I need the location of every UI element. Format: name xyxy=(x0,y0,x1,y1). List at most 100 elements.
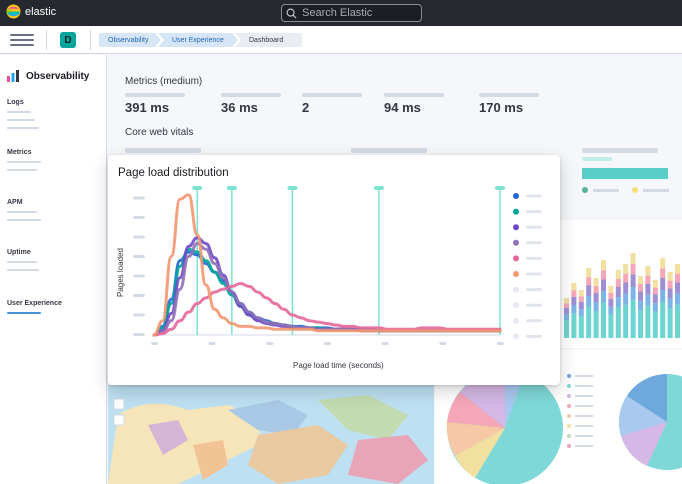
sidebar-placeholder-line[interactable] xyxy=(7,119,35,121)
stacked-bar-segment xyxy=(652,311,658,338)
cwv-placeholder xyxy=(351,148,427,153)
legend-label-placeholder xyxy=(526,288,542,292)
stacked-bar-segment xyxy=(615,297,621,308)
sidebar-placeholder-line[interactable] xyxy=(7,111,31,113)
stacked-bar-segment xyxy=(660,278,666,290)
sidebar-item-user-experience[interactable]: User Experience xyxy=(7,300,62,307)
menu-toggle-icon[interactable] xyxy=(10,34,34,46)
x-tick-placeholder xyxy=(439,342,447,345)
stacked-bar-segment xyxy=(638,284,643,292)
legend-label-placeholder xyxy=(526,272,542,276)
legend-label-placeholder xyxy=(526,225,542,229)
stacked-bar-segment xyxy=(564,298,569,304)
stacked-bar-segment xyxy=(645,294,651,306)
stacked-bar-segment xyxy=(660,302,666,338)
stacked-bar-segment xyxy=(601,291,606,303)
stacked-bar-segment xyxy=(623,282,629,294)
sidebar: Observability Logs Metrics APM Uptime Us… xyxy=(0,55,107,484)
percentile-marker-label xyxy=(287,186,298,190)
x-tick-placeholder xyxy=(497,342,504,345)
legend-swatch xyxy=(513,286,519,293)
sidebar-placeholder-line[interactable] xyxy=(7,219,41,221)
stacked-bar-segment xyxy=(593,293,599,302)
stacked-bar-segment xyxy=(571,305,577,314)
cwv-placeholder xyxy=(582,157,612,161)
sidebar-item-metrics[interactable]: Metrics xyxy=(7,149,32,156)
series-line xyxy=(152,193,502,337)
stacked-bar-segment xyxy=(608,292,614,299)
legend-swatch xyxy=(513,302,519,309)
elastic-logo[interactable]: elastic xyxy=(6,4,56,19)
sidebar-placeholder-line[interactable] xyxy=(7,269,39,271)
stacked-bar-segment xyxy=(593,278,599,286)
y-tick-placeholder xyxy=(133,235,145,239)
legend-dot xyxy=(632,187,638,193)
stacked-bar-segment xyxy=(660,258,666,269)
stacked-bar-segment xyxy=(645,284,651,295)
breadcrumb-observability[interactable]: Observability xyxy=(99,33,161,47)
cwv-placeholder xyxy=(125,148,201,153)
legend-label-placeholder xyxy=(526,194,542,198)
stacked-bar-segment xyxy=(667,308,673,338)
stacked-bar-segment xyxy=(593,285,599,293)
metric-label-placeholder xyxy=(125,93,185,97)
stacked-bar-segment xyxy=(675,273,680,283)
space-avatar[interactable]: D xyxy=(60,32,76,48)
sidebar-item-logs[interactable]: Logs xyxy=(7,99,24,106)
legend-label-placeholder xyxy=(526,210,542,214)
stacked-bar-segment xyxy=(623,264,629,274)
metric-item: 94 ms xyxy=(384,93,444,115)
stacked-bar-segment xyxy=(601,279,606,292)
stacked-bar-segment xyxy=(630,253,636,265)
stacked-bar-segment xyxy=(601,302,606,338)
breadcrumb-user-experience[interactable]: User Experience xyxy=(158,33,238,47)
sidebar-placeholder-line[interactable] xyxy=(7,261,37,263)
observability-icon xyxy=(7,70,19,82)
legend-label-placeholder xyxy=(526,303,542,307)
search-input[interactable]: Search Elastic xyxy=(281,4,422,22)
metric-value: 391 ms xyxy=(125,100,170,115)
legend-swatch xyxy=(513,224,519,231)
stacked-bar-segment xyxy=(675,293,680,305)
legend-placeholder xyxy=(643,189,669,192)
percentile-marker-label xyxy=(226,186,237,190)
stacked-bar-segment xyxy=(652,303,658,312)
search-placeholder: Search Elastic xyxy=(302,7,373,19)
stacked-bar-segment xyxy=(586,268,592,278)
sidebar-group-logs: Logs xyxy=(7,99,39,135)
stacked-bar-segment xyxy=(608,286,614,293)
metric-value: 170 ms xyxy=(479,100,524,115)
sidebar-item-apm[interactable]: APM xyxy=(7,199,23,206)
stacked-bar-segment xyxy=(586,306,592,338)
stacked-bar-segment xyxy=(615,307,621,338)
stacked-bar-segment xyxy=(675,282,680,294)
stacked-bar-segment xyxy=(608,299,614,307)
stacked-bar-segment xyxy=(578,309,584,317)
stacked-bar-segment xyxy=(638,300,643,311)
sidebar-placeholder-line[interactable] xyxy=(7,127,39,129)
legend-placeholder xyxy=(593,189,619,192)
legend-swatch xyxy=(513,193,519,199)
sidebar-placeholder-line[interactable] xyxy=(7,161,41,163)
stacked-bar-segment xyxy=(608,306,614,315)
sidebar-placeholder-line[interactable] xyxy=(7,169,37,171)
stacked-bar-segment xyxy=(660,290,666,302)
top-nav-bar: elastic Search Elastic xyxy=(0,0,682,26)
percentile-marker-label xyxy=(495,186,505,190)
metric-label-placeholder xyxy=(384,93,444,97)
stacked-bar-segment xyxy=(630,264,636,275)
sidebar-header: Observability xyxy=(7,70,89,82)
pie-charts xyxy=(446,369,682,484)
page-load-chart xyxy=(133,186,542,345)
metric-label-placeholder xyxy=(221,93,281,97)
metric-value: 94 ms xyxy=(384,100,421,115)
sidebar-placeholder-line[interactable] xyxy=(7,211,37,213)
stacked-bar-segment xyxy=(564,314,569,320)
metric-label-placeholder xyxy=(479,93,539,97)
stacked-bar-segment xyxy=(601,270,606,280)
sidebar-item-uptime[interactable]: Uptime xyxy=(7,249,31,256)
legend-swatch xyxy=(513,271,519,277)
x-tick-placeholder xyxy=(151,342,158,345)
legend-swatch xyxy=(513,255,519,262)
stacked-bar-segment xyxy=(667,298,673,309)
